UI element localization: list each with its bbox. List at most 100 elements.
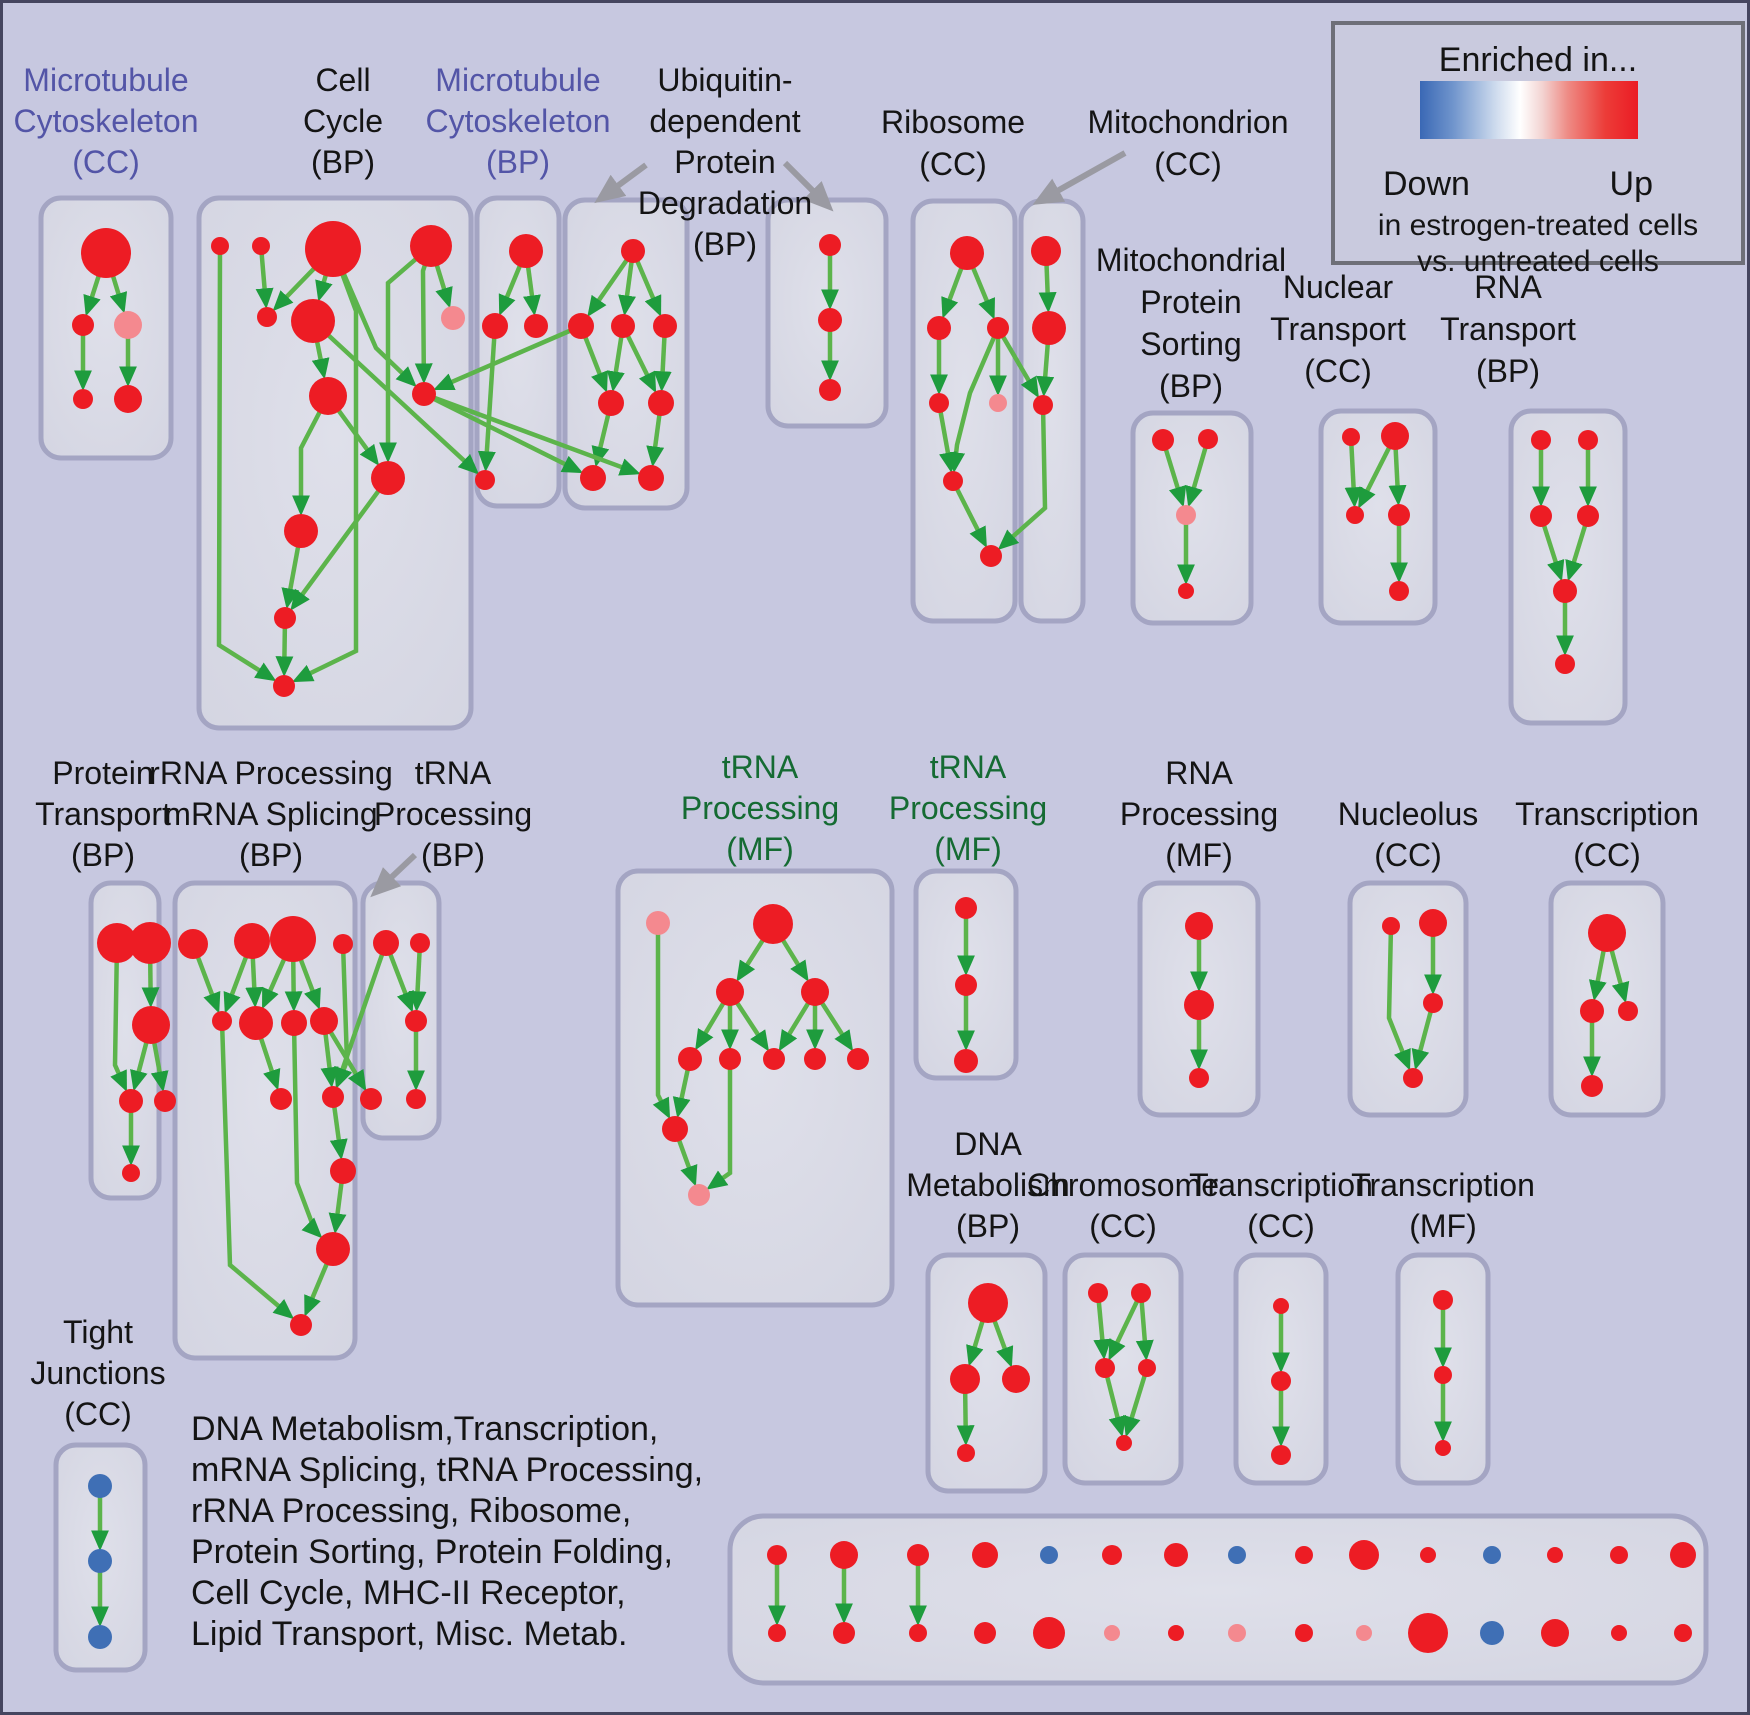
transcription-mf-label: Transcription [1351,1167,1535,1203]
go-term-node-nuclear-transport [1388,504,1410,526]
legend-up-label: Up [1609,165,1653,203]
go-term-node-trna-processing-mf-1 [847,1048,869,1070]
legend-subtitle-2: vs. untreated cells [1417,245,1659,278]
microtubule-cytoskeleton-cc-label: Cytoskeleton [14,103,199,139]
trna-processing-mf-1-label: tRNA [722,749,799,785]
go-term-node-ubiquitin-degradation-a [648,390,674,416]
go-term-node-protein-transport [97,923,137,963]
go-term-node-misc-strip [833,1622,855,1644]
go-term-node-rna-transport [1553,579,1577,603]
go-term-node-rna-transport [1531,430,1551,450]
go-term-node-tight-junctions [88,1625,112,1649]
go-term-node-microtubule-cytoskeleton-cc [114,385,142,413]
trna-processing-bp-label: (BP) [421,837,485,873]
go-term-node-mitochondrial-protein-sorting [1198,429,1218,449]
protein-transport-label: (BP) [71,837,135,873]
go-term-node-mitochondrial-protein-sorting [1178,583,1194,599]
edge-trna-processing-bp [408,942,427,1013]
rrna-mrna-label: rRNA Processing [149,755,393,791]
go-term-node-misc-strip [1168,1625,1184,1641]
nuclear-transport-label: Transport [1270,311,1406,347]
misc-clusters-text: mRNA Splicing, tRNA Processing, [191,1451,703,1489]
go-term-node-mitochondrion [1031,236,1061,266]
go-term-node-misc-strip [1164,1543,1188,1567]
go-term-node-trna-processing-mf-2 [954,1049,978,1073]
nuclear-transport-label: (CC) [1304,353,1372,389]
edge-chromosome [1123,1367,1150,1438]
go-term-node-rna-processing-mf [1189,1068,1209,1088]
transcription-cc-label: (CC) [1573,837,1641,873]
ribosome-label: Ribosome [881,104,1025,140]
cross-edge [422,391,584,474]
go-term-node-trna-processing-mf-1 [678,1047,702,1071]
rna-transport-label: (BP) [1476,353,1540,389]
go-term-node-rrna-processing-mrna-splicing [239,1006,273,1040]
transcription-cc-2-label: Transcription [1189,1167,1373,1203]
go-term-node-misc-strip [974,1622,996,1644]
go-term-node-rna-transport [1530,505,1552,527]
ubiquitin-degradation-label: (BP) [693,226,757,262]
go-term-node-misc-strip [768,1624,786,1642]
go-term-node-misc-strip [1408,1613,1448,1653]
go-term-node-trna-processing-mf-1 [716,978,744,1006]
go-term-node-protein-transport [119,1089,143,1113]
go-term-node-trna-processing-mf-1 [804,1048,826,1070]
tight-junctions-label: Tight [63,1314,133,1350]
go-term-node-rrna-processing-mrna-splicing [290,1314,312,1336]
go-term-node-microtubule-cytoskeleton-bp [524,314,548,338]
cluster-box-nuclear-transport [1318,408,1438,626]
legend-down-label: Down [1383,165,1470,203]
go-term-node-misc-strip [1547,1547,1563,1563]
edge-rrna-processing-mrna-splicing [291,1022,323,1239]
go-term-node-transcription-cc-2 [1273,1298,1289,1314]
go-term-node-cell-cycle [441,306,465,330]
rna-processing-mf-label: Processing [1120,796,1278,832]
go-term-node-dna-metabolism [950,1364,980,1394]
trna-processing-mf-2-label: (MF) [934,831,1002,867]
legend-gradient-bar-icon [1420,81,1638,139]
nucleolus-label: (CC) [1374,837,1442,873]
rna-processing-mf-label: RNA [1165,755,1233,791]
go-term-node-tight-junctions [88,1549,112,1573]
go-term-node-nucleolus [1423,993,1443,1013]
ubiquitin-degradation-label: Degradation [638,185,812,221]
go-term-node-transcription-cc-2 [1271,1371,1291,1391]
go-term-node-rrna-processing-mrna-splicing [322,1086,344,1108]
edge-chromosome [1102,1367,1127,1438]
go-term-node-microtubule-cytoskeleton-cc [72,314,94,336]
go-term-node-protein-transport [132,1006,170,1044]
go-term-node-misc-strip [1480,1621,1504,1645]
mitochondrion-pointer-icon [1032,150,1127,205]
cross-edge [996,326,1039,399]
microtubule-cytoskeleton-cc-label: Microtubule [23,62,188,98]
go-term-node-cell-cycle [274,607,296,629]
go-term-node-trna-processing-mf-2 [955,974,977,996]
cell-cycle-label: (BP) [311,144,375,180]
edge-cell-cycle [216,245,277,682]
microtubule-cytoskeleton-bp-label: Microtubule [435,62,600,98]
go-term-node-misc-strip [1228,1546,1246,1564]
go-term-node-protein-transport [129,922,171,964]
go-term-node-cell-cycle [291,299,335,343]
go-term-node-cell-cycle [211,237,229,255]
rrna-mrna-label: (BP) [239,837,303,873]
protein-transport-label: Transport [35,796,171,832]
go-term-node-cell-cycle [305,221,361,277]
go-term-node-transcription-cc [1581,1075,1603,1097]
go-term-node-cell-cycle [371,461,405,495]
go-term-node-trna-processing-bp [406,1089,426,1109]
ubiquitin-pointer-left-icon [594,162,648,204]
go-term-node-ubiquitin-degradation-a [611,314,635,338]
go-term-node-microtubule-cytoskeleton-cc [114,311,142,339]
legend-title: Enriched in... [1438,41,1638,79]
go-term-node-nuclear-transport [1346,506,1364,524]
cluster-box-trna-processing-mf-1 [615,868,895,1308]
cluster-box-misc-strip [727,1513,1709,1686]
go-term-node-nucleolus [1403,1068,1423,1088]
ubiquitin-degradation-label: Protein [674,144,775,180]
go-term-node-dna-metabolism [968,1283,1008,1323]
misc-clusters-text: Cell Cycle, MHC-II Receptor, [191,1574,626,1612]
go-term-node-rrna-processing-mrna-splicing [178,929,208,959]
go-term-node-chromosome [1088,1283,1108,1303]
go-term-node-misc-strip [1102,1545,1122,1565]
